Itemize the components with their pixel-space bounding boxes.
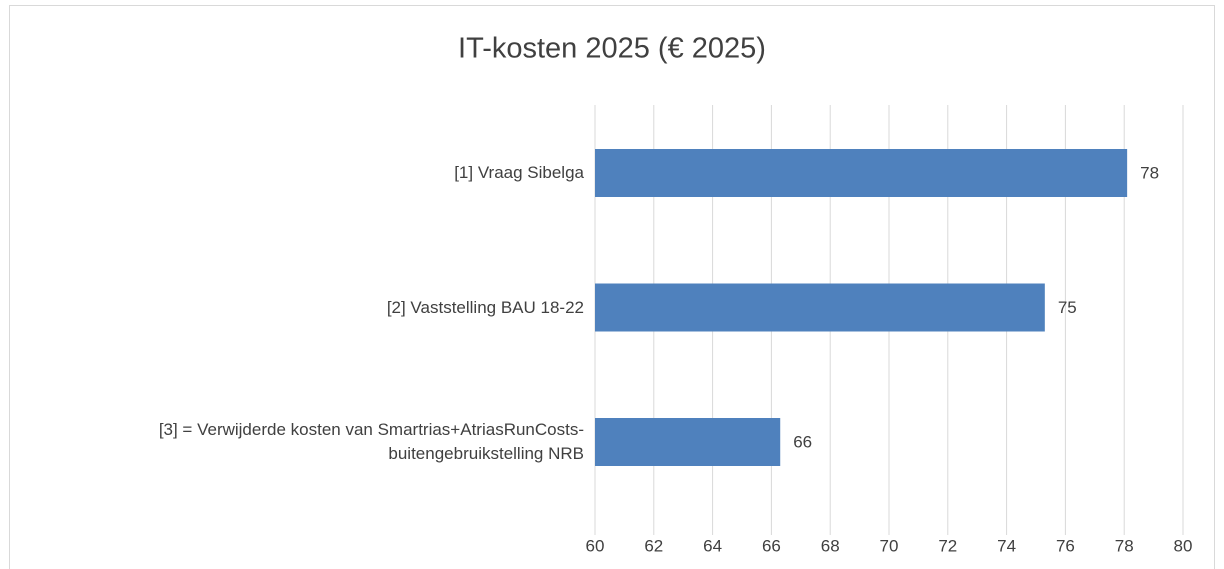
bar <box>595 149 1128 197</box>
x-tick-label: 68 <box>821 536 840 555</box>
y-tick-label: [2] Vaststelling BAU 18-22 <box>386 297 584 317</box>
data-label: 78 <box>1140 163 1159 182</box>
x-tick-label: 64 <box>703 536 722 555</box>
x-tick-label: 60 <box>586 536 605 555</box>
x-tick-label: 72 <box>938 536 957 555</box>
x-tick-label: 74 <box>997 536 1016 555</box>
x-tick-label: 76 <box>1056 536 1075 555</box>
y-tick-label: [3] = Verwijderde kosten van Smartrias+A… <box>158 420 584 463</box>
bar <box>595 418 781 466</box>
y-tick-label: [1] Vraag Sibelga <box>454 163 584 182</box>
data-label: 66 <box>793 432 812 451</box>
x-tick-label: 78 <box>1115 536 1134 555</box>
x-tick-label: 62 <box>644 536 663 555</box>
x-tick-label: 66 <box>762 536 781 555</box>
data-label: 75 <box>1058 298 1077 317</box>
x-tick-label: 80 <box>1174 536 1193 555</box>
bar <box>595 283 1045 332</box>
chart-title: IT-kosten 2025 (€ 2025) <box>458 33 766 65</box>
x-tick-label: 70 <box>880 536 899 555</box>
